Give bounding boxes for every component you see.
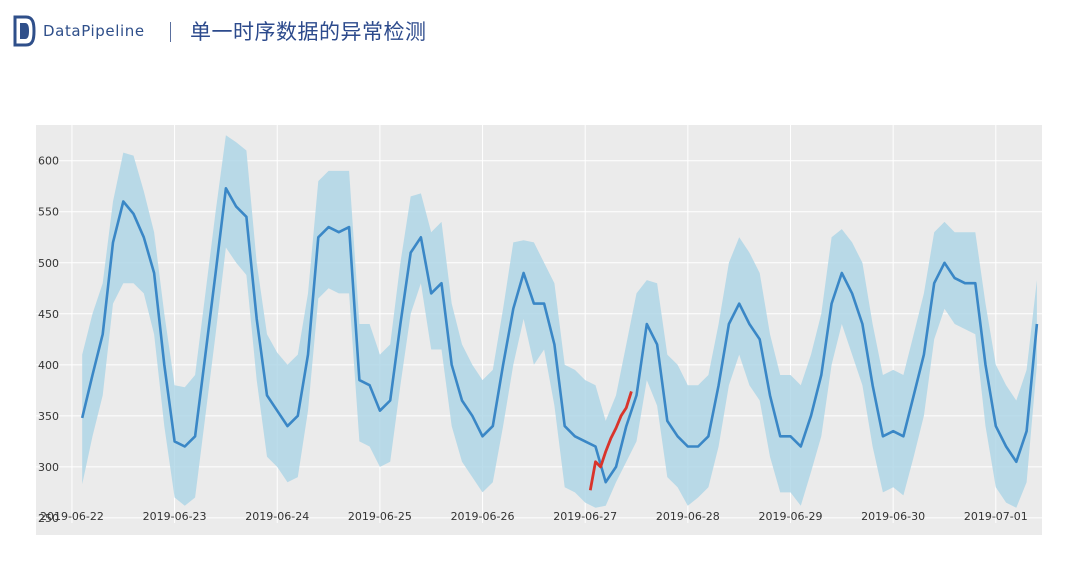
x-tick-label: 2019-06-30	[861, 510, 925, 523]
anomaly-series-line	[588, 390, 633, 491]
confidence-band	[82, 135, 1037, 508]
datapipeline-logo-icon	[13, 15, 36, 47]
x-tick-label: 2019-06-25	[348, 510, 412, 523]
x-tick-label: 2019-06-23	[143, 510, 207, 523]
y-tick-label: 250	[38, 512, 59, 525]
x-tick-label: 2019-06-27	[553, 510, 617, 523]
brand-name: DataPipeline	[43, 22, 145, 40]
slide-header: DataPipeline 单一时序数据的异常检测	[0, 0, 1080, 68]
x-tick-label: 2019-07-01	[964, 510, 1028, 523]
x-tick-label: 2019-06-26	[451, 510, 515, 523]
expected-series-line	[80, 186, 1039, 484]
y-tick-label: 600	[38, 155, 59, 168]
confidence-band-layer	[82, 135, 1037, 508]
y-tick-labels: 250 300 350 400 450 500 550 600	[38, 155, 59, 525]
x-tick-label: 2019-06-29	[759, 510, 823, 523]
y-tick-label: 550	[38, 206, 59, 219]
page-title: 单一时序数据的异常检测	[190, 20, 427, 44]
x-tick-labels: 2019-06-22 2019-06-23 2019-06-24 2019-06-25…	[40, 510, 1028, 523]
y-tick-label: 350	[38, 410, 59, 423]
x-tick-label: 2019-06-22	[40, 510, 104, 523]
header-divider	[170, 22, 171, 42]
series-line-layer	[80, 186, 1039, 491]
x-tick-label: 2019-06-24	[245, 510, 309, 523]
chart-container: 250 300 350 400 450 500 550 600 2019-06-22 2019-…	[36, 125, 1042, 535]
y-tick-label: 500	[38, 257, 59, 270]
x-tick-label: 2019-06-28	[656, 510, 720, 523]
y-tick-label: 300	[38, 461, 59, 474]
y-tick-label: 400	[38, 359, 59, 372]
y-tick-label: 450	[38, 308, 59, 321]
